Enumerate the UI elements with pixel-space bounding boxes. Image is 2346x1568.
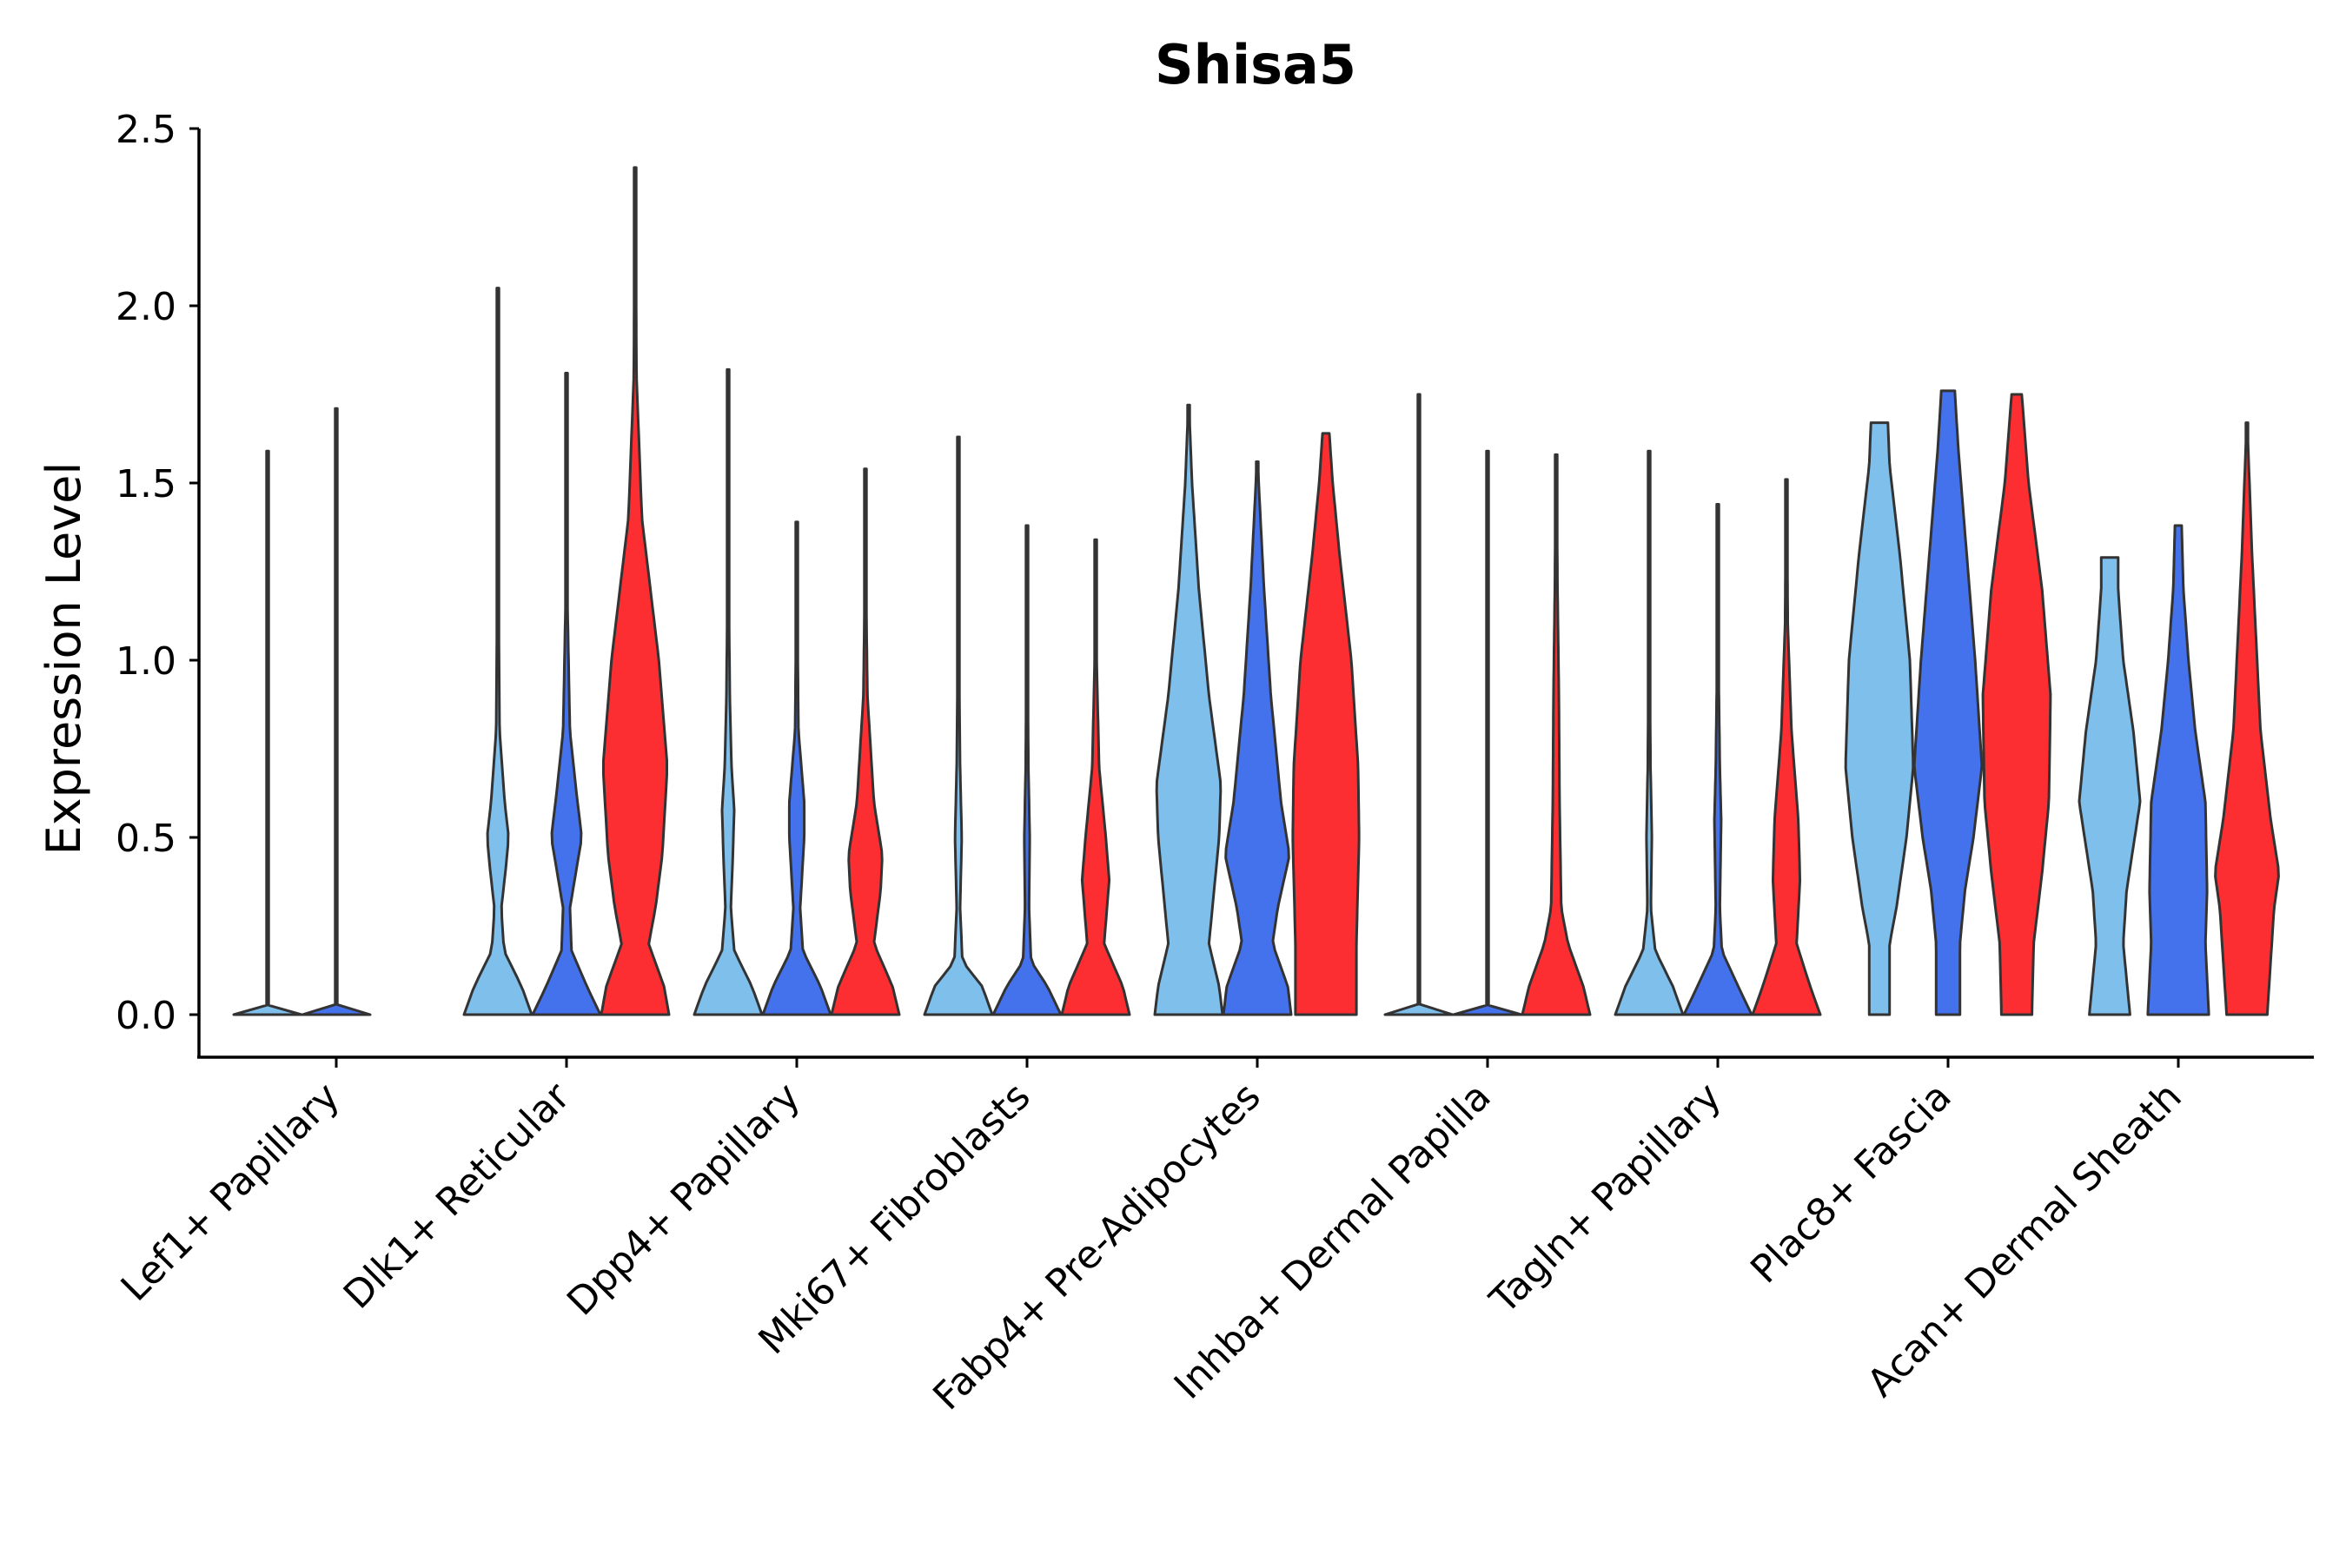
violin-3-6: [1521, 453, 1592, 1016]
y-ticks: 0.0 0.5 1.0 1.5 2.0 2.5: [116, 108, 199, 1038]
violin-2-7: [1682, 503, 1753, 1016]
chart-title: Shisa5: [1155, 33, 1356, 96]
violin-3-2: [600, 166, 671, 1016]
violin-2-8: [1912, 389, 1984, 1016]
violin-1-6: [1383, 393, 1455, 1016]
x-tick-label: Tagln+ Papillary: [1481, 1075, 1730, 1323]
violin-3-7: [1751, 478, 1822, 1016]
x-tick-label: Lef1+ Papillary: [113, 1075, 348, 1310]
x-tick-label: Plac8+ Fascia: [1742, 1075, 1960, 1293]
violin-3-9: [2214, 421, 2280, 1016]
violin-3-4: [1060, 538, 1131, 1016]
y-tick-label: 1.5: [116, 462, 176, 506]
y-tick-label: 2.5: [116, 108, 176, 152]
violin-2-6: [1452, 449, 1523, 1016]
y-tick-label: 0.5: [116, 817, 176, 861]
violin-2-9: [2146, 524, 2210, 1016]
x-tick-label: Dpp4+ Papillary: [559, 1075, 809, 1325]
violin-3-8: [1981, 393, 2052, 1016]
y-tick-label: 1.0: [116, 639, 176, 684]
violin-1-7: [1614, 449, 1685, 1016]
y-tick-label: 0.0: [116, 994, 176, 1038]
violin-2-4: [991, 524, 1063, 1016]
violin-2-1: [301, 407, 372, 1016]
violin-1-4: [923, 435, 994, 1016]
y-tick-label: 2.0: [116, 285, 176, 329]
y-axis-label: Expression Level: [36, 462, 91, 856]
violin-layer: [232, 166, 2280, 1016]
violin-1-3: [693, 367, 764, 1016]
x-tick-label: Dlk1+ Reticular: [335, 1074, 580, 1318]
violin-3-5: [1291, 432, 1361, 1016]
axes: [197, 129, 2314, 1059]
violin-1-1: [232, 449, 303, 1016]
violin-1-8: [1844, 421, 1915, 1016]
violin-1-5: [1153, 403, 1224, 1016]
violin-3-3: [830, 467, 901, 1016]
violin-1-2: [462, 287, 533, 1016]
violin-2-5: [1222, 460, 1293, 1016]
violin-2-2: [531, 372, 602, 1016]
violin-2-3: [761, 520, 832, 1016]
violin-1-9: [2078, 556, 2142, 1016]
